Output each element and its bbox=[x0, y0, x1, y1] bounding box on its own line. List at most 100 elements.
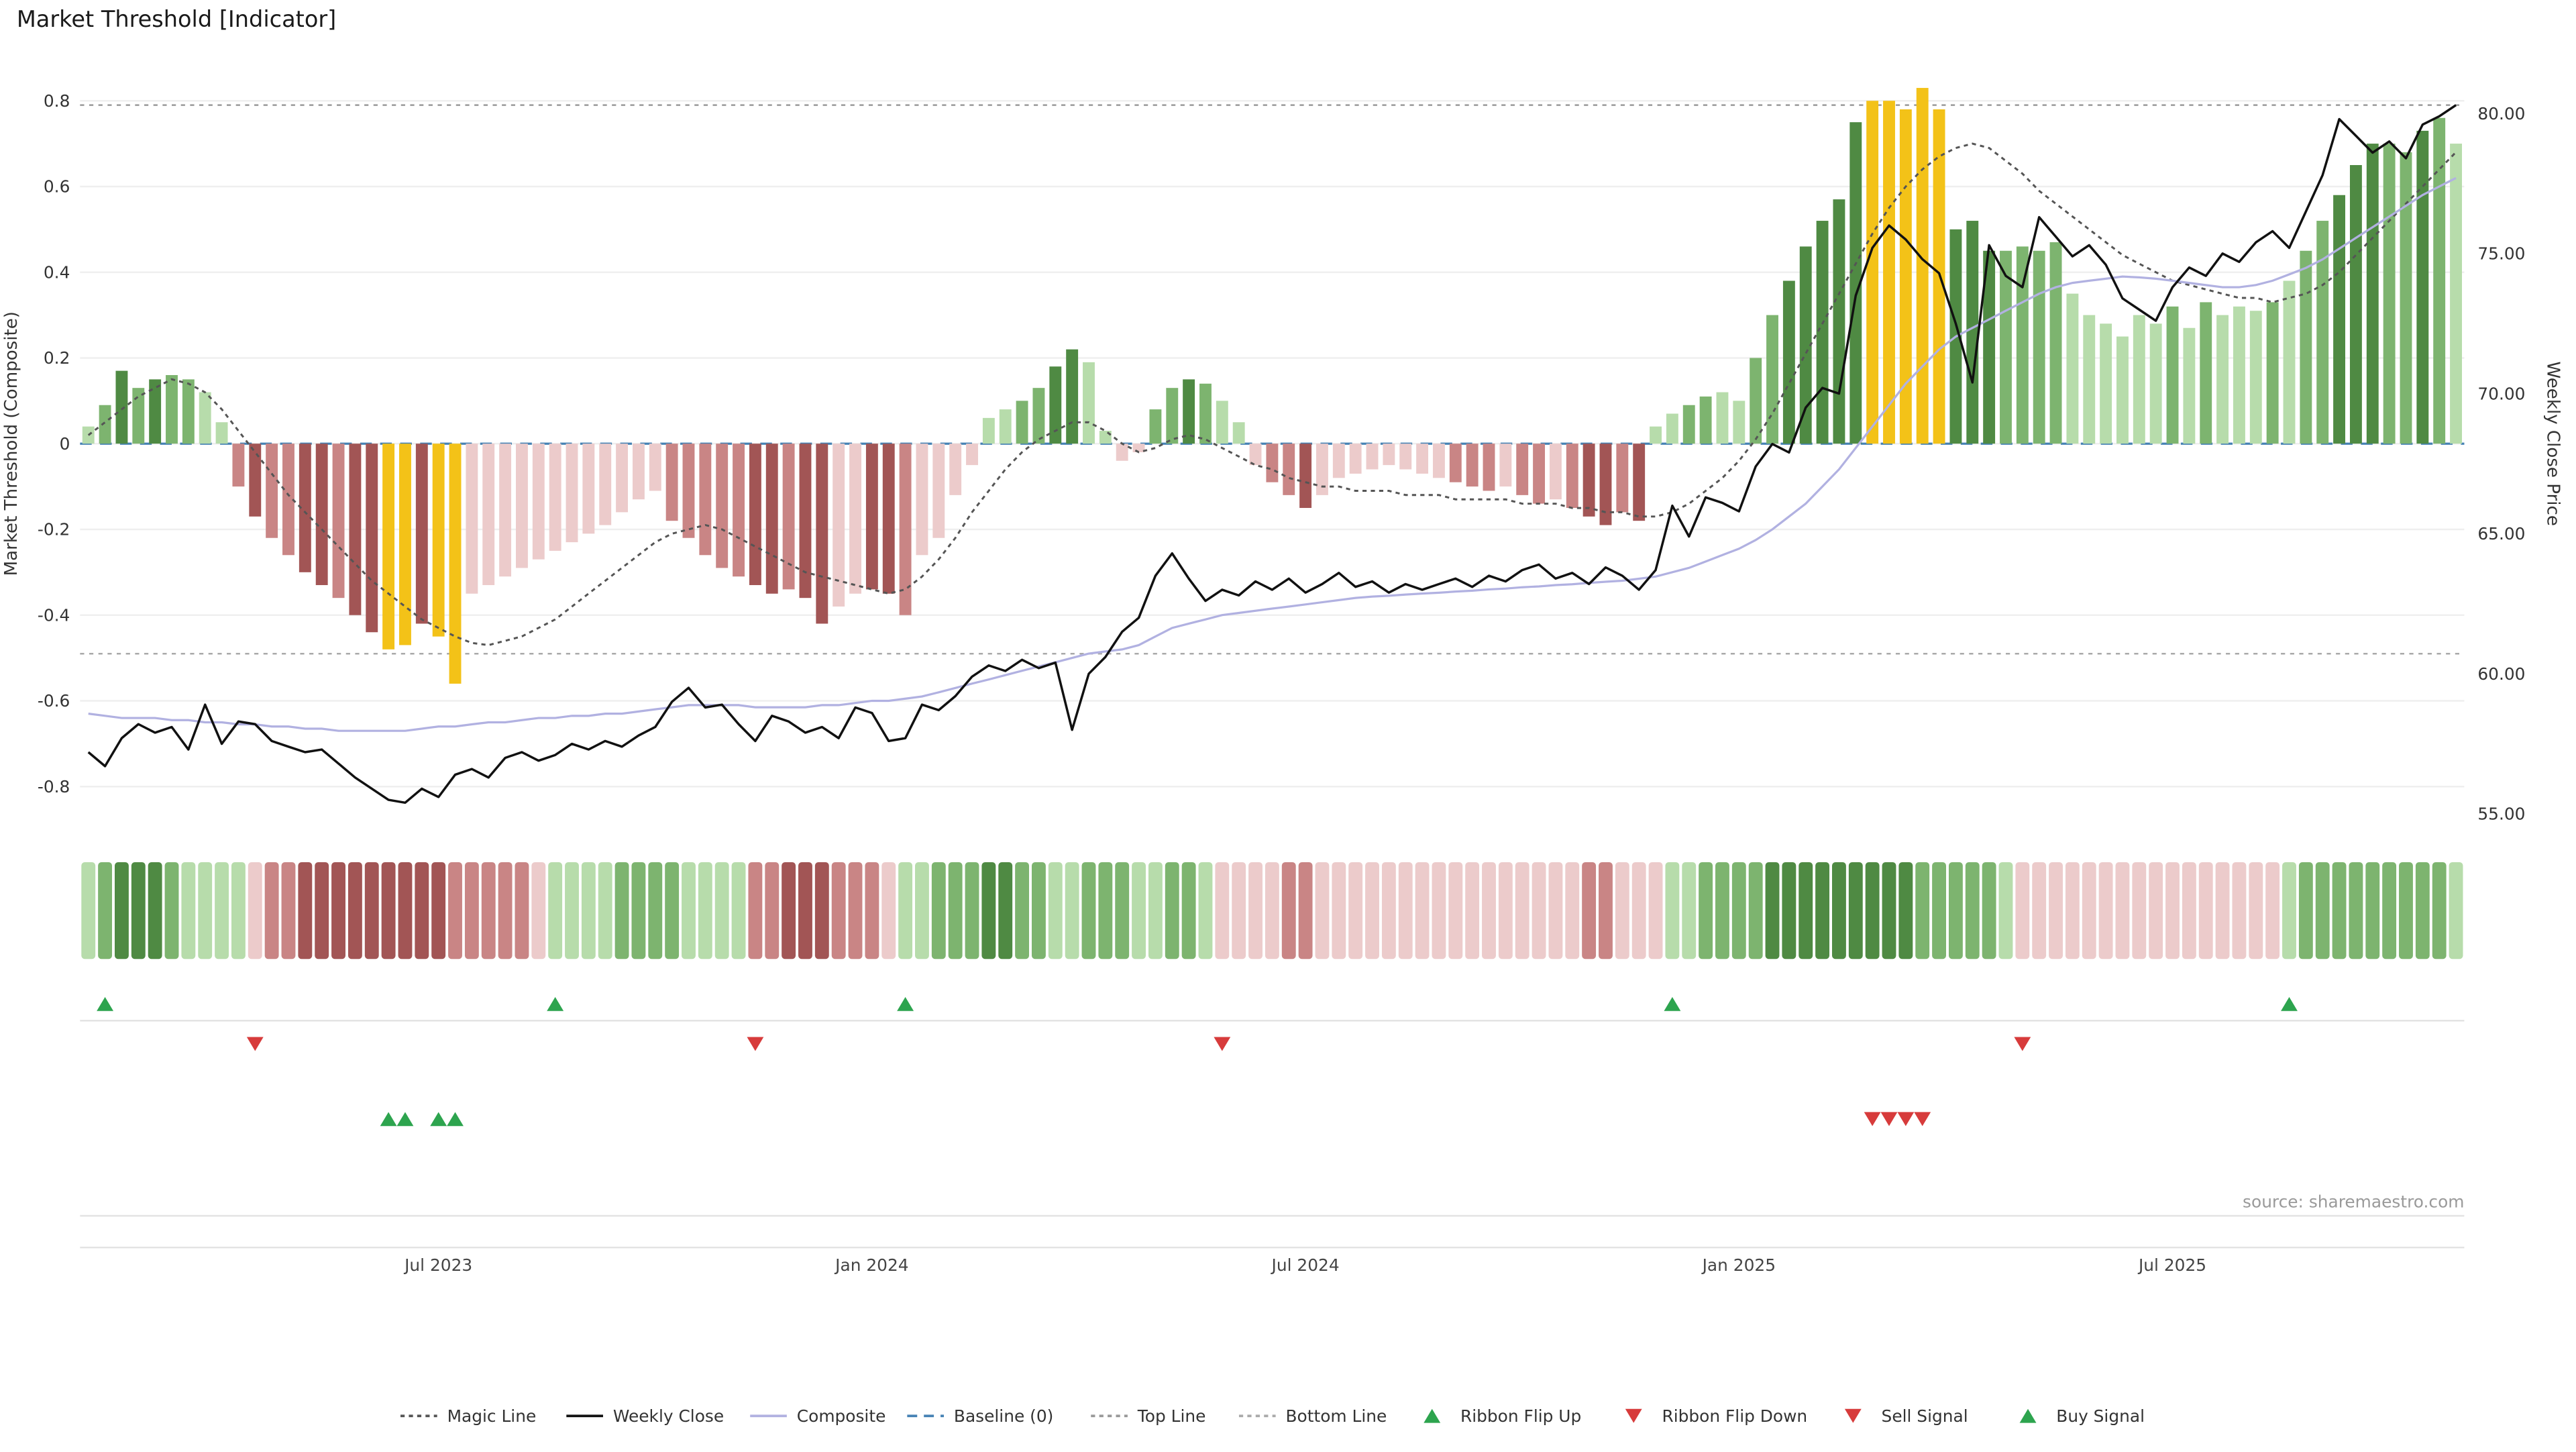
composite-bar bbox=[566, 444, 578, 543]
ribbon-cell bbox=[1948, 862, 1963, 960]
ribbon-cell bbox=[1265, 862, 1279, 960]
buy-signal-marker bbox=[380, 1112, 397, 1127]
ribbon-strip-group bbox=[81, 862, 2463, 960]
right-axis-tick: 65.00 bbox=[2477, 524, 2525, 543]
ribbon-cell bbox=[1498, 862, 1513, 960]
legend-item-sell-signal[interactable]: Sell Signal bbox=[1844, 1406, 1968, 1426]
ribbon-cell bbox=[981, 862, 996, 960]
ribbon-cell bbox=[281, 862, 296, 960]
composite-bar bbox=[765, 444, 778, 594]
legend-item-top-line[interactable]: Top Line bbox=[1091, 1406, 1205, 1426]
composite-bar bbox=[432, 444, 445, 637]
composite-bar bbox=[1166, 388, 1179, 444]
composite-bar bbox=[1066, 349, 1079, 444]
ribbon-cell bbox=[131, 862, 146, 960]
composite-bar bbox=[1299, 444, 1312, 509]
right-axis-ticks-group: 80.00 75.00 70.00 65.00 60.00 55.00 bbox=[2477, 104, 2525, 824]
composite-bar bbox=[2333, 195, 2346, 444]
ribbon-flip-up-marker bbox=[2281, 996, 2298, 1011]
legend-label: Ribbon Flip Down bbox=[1662, 1406, 1807, 1426]
ribbon-cell bbox=[648, 862, 663, 960]
composite-bar bbox=[515, 444, 528, 568]
x-axis-tick: Jul 2024 bbox=[1271, 1255, 1340, 1275]
composite-bar bbox=[1866, 101, 1879, 444]
legend-item-magic-line[interactable]: Magic Line bbox=[400, 1406, 536, 1426]
composite-bar bbox=[415, 444, 428, 624]
lane-separators-group bbox=[80, 1019, 2465, 1249]
composite-bar bbox=[1032, 388, 1045, 444]
legend-item-buy-signal[interactable]: Buy Signal bbox=[2019, 1406, 2145, 1426]
ribbon-cell bbox=[1782, 862, 1796, 960]
composite-bar bbox=[2100, 323, 2112, 444]
composite-bar bbox=[699, 444, 712, 556]
ribbon-cell bbox=[1398, 862, 1413, 960]
composite-bar bbox=[482, 444, 495, 585]
ribbon-cell bbox=[181, 862, 196, 960]
legend-group: Magic Line Weekly Close Composite Baseline … bbox=[400, 1406, 2145, 1426]
left-axis-tick: 0.2 bbox=[44, 348, 70, 368]
left-axis-ticks-group: 0.8 0.6 0.4 0.2 0 -0.2 -0.4 -0.6 -0.8 bbox=[38, 91, 70, 796]
composite-bar bbox=[99, 405, 111, 444]
ribbon-cell bbox=[1148, 862, 1163, 960]
composite-bar bbox=[2066, 293, 2079, 444]
composite-bar bbox=[2383, 144, 2396, 444]
ribbon-cell bbox=[448, 862, 462, 960]
composite-bar bbox=[1249, 444, 1262, 466]
composite-bar bbox=[733, 444, 745, 577]
ribbon-cell bbox=[1699, 862, 1713, 960]
legend-item-ribbon-flip-up[interactable]: Ribbon Flip Up bbox=[1424, 1406, 1581, 1426]
ribbon-cell bbox=[1381, 862, 1396, 960]
legend-item-baseline-0[interactable]: Baseline (0) bbox=[907, 1406, 1053, 1426]
composite-bar bbox=[599, 444, 612, 525]
composite-bar bbox=[199, 392, 211, 444]
x-axis-tick: Jul 2025 bbox=[2137, 1255, 2206, 1275]
composite-bar bbox=[2000, 250, 2012, 444]
composite-bar bbox=[1833, 199, 1845, 444]
ribbon-cell bbox=[1599, 862, 1613, 960]
left-axis-tick: 0.8 bbox=[44, 91, 70, 111]
ribbon-cell bbox=[2415, 862, 2430, 960]
ribbon-cell bbox=[1232, 862, 1246, 960]
composite-bar bbox=[2366, 144, 2379, 444]
ribbon-cell bbox=[798, 862, 812, 960]
composite-bar bbox=[249, 444, 262, 517]
legend-item-weekly-close[interactable]: Weekly Close bbox=[566, 1406, 724, 1426]
composite-bar bbox=[2433, 117, 2446, 444]
ribbon-cell bbox=[1748, 862, 1763, 960]
composite-bar bbox=[2116, 336, 2129, 444]
composite-bar bbox=[1750, 358, 1762, 444]
ribbon-cell bbox=[2382, 862, 2397, 960]
composite-bar bbox=[999, 409, 1012, 444]
composite-bar bbox=[1616, 444, 1629, 513]
ribbon-cell bbox=[1865, 862, 1880, 960]
ribbon-cell bbox=[1281, 862, 1296, 960]
composite-bar bbox=[2316, 221, 2329, 444]
legend-item-bottom-line[interactable]: Bottom Line bbox=[1238, 1406, 1387, 1426]
ribbon-cell bbox=[881, 862, 896, 960]
ribbon-cell bbox=[1031, 862, 1046, 960]
ribbon-cell bbox=[315, 862, 329, 960]
ribbon-cell bbox=[198, 862, 213, 960]
composite-bar bbox=[749, 444, 761, 585]
composite-bar bbox=[2300, 250, 2312, 444]
composite-bar bbox=[1232, 422, 1245, 444]
ribbon-cell bbox=[2049, 862, 2063, 960]
composite-bar bbox=[1733, 401, 1746, 444]
ribbon-cell bbox=[148, 862, 162, 960]
ribbon-cell bbox=[2032, 862, 2047, 960]
composite-bar bbox=[1266, 444, 1279, 482]
composite-bar bbox=[1432, 444, 1445, 478]
composite-bar bbox=[366, 444, 378, 633]
composite-bar bbox=[916, 444, 928, 556]
composite-bar bbox=[132, 388, 145, 444]
composite-bar bbox=[1682, 405, 1695, 444]
ribbon-cell bbox=[1982, 862, 1996, 960]
right-axis-tick: 75.00 bbox=[2477, 244, 2525, 264]
legend-item-composite[interactable]: Composite bbox=[750, 1406, 885, 1426]
composite-bar bbox=[616, 444, 629, 513]
composite-bar bbox=[1533, 444, 1546, 504]
legend-item-ribbon-flip-down[interactable]: Ribbon Flip Down bbox=[1625, 1406, 1807, 1426]
composite-bar bbox=[149, 379, 162, 444]
composite-bar bbox=[1132, 444, 1145, 452]
